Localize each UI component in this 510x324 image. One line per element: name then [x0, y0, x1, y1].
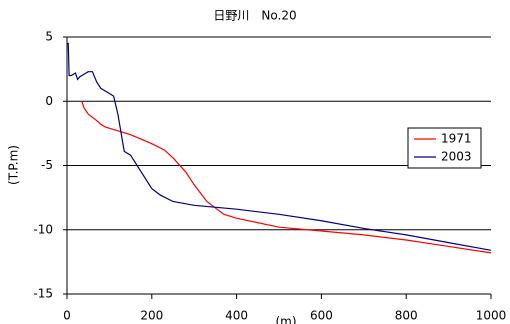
y-tick-label: 5 — [45, 30, 53, 44]
x-tick-label: 600 — [310, 309, 333, 323]
y-tick-label: 0 — [45, 94, 53, 108]
x-axis-label: (m) — [275, 315, 296, 324]
y-tick-label: -15 — [33, 287, 53, 301]
x-tick-label: 1000 — [476, 309, 507, 323]
legend-label: 2003 — [441, 150, 472, 164]
series-line — [67, 42, 492, 251]
y-axis-label: (T.P.m) — [7, 145, 21, 185]
x-tick-label: 200 — [140, 309, 163, 323]
chart-title: 日野川 No.20 — [213, 9, 296, 23]
legend-box — [407, 127, 482, 169]
x-tick-label: 0 — [63, 309, 71, 323]
x-tick-label: 800 — [395, 309, 418, 323]
legend-label: 1971 — [441, 132, 472, 146]
y-tick-label: -10 — [33, 222, 53, 236]
x-tick-label: 400 — [225, 309, 248, 323]
y-tick-label: -5 — [41, 158, 53, 172]
series-line — [81, 101, 492, 254]
